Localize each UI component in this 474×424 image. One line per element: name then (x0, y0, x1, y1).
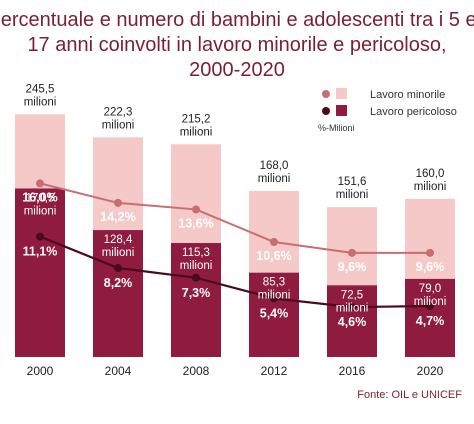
pct-label-hazardous-2008: 7,3% (182, 286, 211, 300)
label-hazardous-2008-line2: milioni (180, 260, 213, 272)
label-hazardous-2000-line2: milioni (24, 205, 57, 217)
bar-hazardous-2012 (249, 272, 299, 357)
label-hazardous-2012-line1: 85,3 (263, 277, 285, 289)
legend-child-labour-label: Lavoro minorile (370, 89, 445, 101)
legend: Lavoro minorile Lavoro pericoloso %-Mili… (318, 88, 457, 133)
point-hazardous-2016 (348, 303, 356, 312)
label-child-labour-2020-line1: 160,0 (416, 168, 445, 180)
label-hazardous-2020-line1: 79,0 (419, 283, 441, 295)
label-hazardous-2004-line2: milioni (102, 247, 135, 259)
legend-child-labour-marker (322, 90, 330, 98)
pct-label-child-labour-2016: 9,6% (338, 260, 367, 274)
point-child-labour-2000 (36, 179, 44, 188)
bar-hazardous-2008 (171, 243, 221, 357)
x-tick-2004: 2004 (105, 364, 132, 378)
point-child-labour-2020 (426, 248, 434, 257)
label-hazardous-2008-line1: 115,3 (182, 247, 210, 259)
label-child-labour-2008-line2: milioni (180, 126, 213, 138)
label-child-labour-2008-line1: 215,2 (182, 113, 211, 125)
percent-lines (36, 179, 434, 312)
label-hazardous-2012-line2: milioni (258, 290, 291, 302)
point-child-labour-2012 (270, 237, 278, 246)
child-labour-bars (15, 114, 455, 357)
x-tick-2020: 2020 (417, 364, 444, 378)
label-child-labour-2004-line2: milioni (102, 119, 135, 131)
legend-hazardous-swatch (336, 105, 347, 116)
label-child-labour-2016-line1: 151,6 (338, 176, 367, 188)
label-child-labour-2000-line1: 245,5 (26, 83, 55, 95)
chart-title-line-2: 17 anni coinvolti in lavoro minorile e p… (27, 34, 446, 56)
point-hazardous-2020 (426, 302, 434, 311)
hazardous-work-bars (15, 188, 455, 357)
x-axis-ticks: 2000 2004 2008 2012 2016 2020 (27, 364, 444, 378)
pct-label-child-labour-2020: 9,6% (416, 260, 445, 274)
point-child-labour-2008 (192, 205, 200, 214)
label-child-labour-2012-line1: 168,0 (260, 160, 289, 172)
pct-label-child-labour-2012: 10,6% (256, 249, 291, 263)
point-hazardous-2008 (192, 273, 200, 282)
source-note: Fonte: OIL e UNICEF (357, 389, 462, 401)
data-labels: 245,5milioni170,5milioni222,3milioni128,… (22, 83, 446, 329)
bar-hazardous-2004 (93, 230, 143, 357)
legend-units-note: %-Milioni (318, 123, 355, 133)
x-tick-2012: 2012 (261, 364, 288, 378)
pct-label-child-labour-2004: 14,2% (100, 210, 135, 224)
point-child-labour-2016 (348, 248, 356, 257)
label-hazardous-2004-line1: 128,4 (104, 234, 133, 246)
legend-child-labour-swatch (336, 88, 347, 99)
label-hazardous-2000-line1: 170,5 (26, 192, 55, 204)
label-child-labour-2012-line2: milioni (258, 173, 291, 185)
chart-title: Percentuale e numero di bambini e adoles… (0, 9, 474, 81)
label-hazardous-2020-line2: milioni (414, 296, 447, 308)
legend-hazardous-marker (322, 107, 330, 115)
label-child-labour-2016-line2: milioni (336, 189, 369, 201)
pct-label-hazardous-2004: 8,2% (104, 276, 133, 290)
pct-label-hazardous-2012: 5,4% (260, 306, 289, 320)
legend-hazardous-label: Lavoro pericoloso (370, 106, 457, 118)
label-child-labour-2000-line2: milioni (24, 96, 57, 108)
label-hazardous-2016-line2: milioni (336, 302, 369, 314)
pct-label-hazardous-2016: 4,6% (338, 315, 367, 329)
line-hazardous-percent (39, 235, 431, 309)
pct-label-child-labour-2008: 13,6% (178, 216, 213, 230)
label-hazardous-2016-line1: 72,5 (341, 289, 363, 301)
line-child-labour-percent (39, 182, 430, 254)
chart-title-line-3: 2000-2020 (189, 59, 285, 81)
x-tick-2000: 2000 (27, 364, 54, 378)
point-child-labour-2004 (114, 198, 122, 207)
point-hazardous-2004 (114, 264, 122, 273)
bar-hazardous-2020 (405, 278, 455, 357)
bar-hazardous-2016 (327, 285, 377, 357)
bar-hazardous-2000 (15, 188, 65, 357)
pct-label-hazardous-2000: 11,1% (23, 245, 58, 259)
pct-label-hazardous-2020: 4,7% (416, 314, 445, 328)
label-child-labour-2020-line2: milioni (414, 181, 447, 193)
chart-title-line-1: Percentuale e numero di bambini e adoles… (0, 9, 474, 31)
point-hazardous-2000 (36, 232, 44, 241)
pct-label-child-labour-2000: 16,0% (22, 190, 57, 204)
x-tick-2016: 2016 (339, 364, 366, 378)
label-child-labour-2004-line1: 222,3 (104, 106, 133, 118)
point-hazardous-2012 (270, 294, 278, 303)
x-tick-2008: 2008 (183, 364, 210, 378)
